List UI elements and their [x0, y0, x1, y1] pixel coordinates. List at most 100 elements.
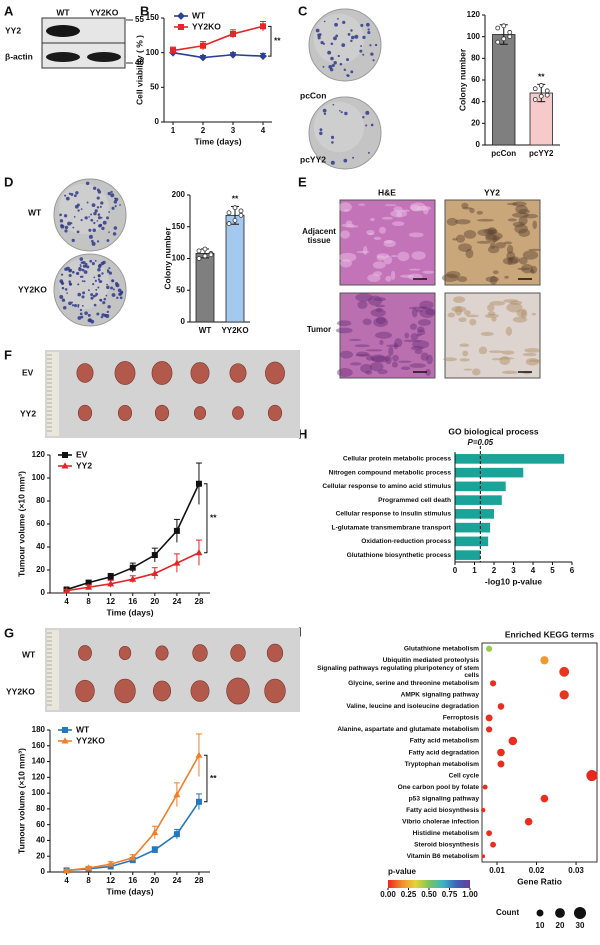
colony [331, 141, 334, 144]
tumor [267, 404, 283, 422]
colony [66, 266, 70, 271]
marker [173, 790, 181, 798]
colony [82, 264, 87, 268]
bar [455, 522, 491, 533]
colony [350, 39, 353, 43]
tissue-texture [492, 235, 498, 243]
colony [96, 220, 99, 222]
colony [90, 319, 95, 324]
colony [73, 304, 78, 308]
tissue-texture [522, 250, 539, 260]
colony [76, 271, 80, 275]
column-header: YY2 [484, 187, 500, 197]
tissue-texture [365, 349, 383, 352]
colony [107, 191, 111, 196]
category-label: Glycine, serine and threonine metabolism [348, 680, 479, 687]
size-legend-dot [573, 906, 587, 920]
x-tick-label: WT [199, 326, 212, 335]
tissue-texture [367, 273, 381, 282]
chart-title: GO biological process [448, 426, 538, 436]
tissue-texture [528, 248, 542, 252]
bar [455, 536, 489, 547]
colony [95, 292, 99, 296]
photo-label: YY2 [20, 408, 36, 418]
tissue-texture [488, 229, 497, 232]
colony [63, 306, 67, 310]
colony [77, 304, 80, 307]
blot-band [46, 52, 80, 62]
tissue-texture [516, 309, 527, 317]
tissue-texture [376, 253, 390, 259]
colony [362, 115, 365, 119]
colony [59, 294, 64, 299]
tissue-texture [484, 313, 499, 319]
data-point [196, 256, 202, 261]
tissue-texture [410, 333, 419, 341]
tissue-texture [350, 362, 362, 366]
tissue-texture [370, 354, 386, 363]
colony [113, 200, 118, 204]
tissue-texture [512, 316, 527, 323]
tissue-texture [422, 270, 435, 274]
marker [178, 24, 184, 30]
tissue-texture [512, 201, 527, 207]
significance-bracket [268, 25, 272, 57]
tissue-texture [459, 358, 470, 362]
category-label: p53 signaling pathway [409, 795, 480, 802]
tumor [192, 644, 208, 662]
colony [59, 213, 62, 217]
tissue-texture [377, 369, 388, 375]
row-label-box: Adjacent tissue [302, 228, 336, 245]
tissue-texture [465, 314, 479, 318]
data-point [501, 23, 507, 29]
series-line [172, 25, 264, 52]
bubble [497, 760, 505, 768]
colony [110, 286, 114, 290]
colony [88, 234, 93, 239]
tissue-texture [385, 275, 392, 282]
colony [362, 53, 365, 56]
marker [85, 864, 93, 871]
data-point [495, 39, 501, 45]
colony [329, 67, 334, 72]
tissue-texture [458, 243, 472, 252]
y-tick-label: 120 [32, 772, 46, 781]
marker [173, 527, 180, 534]
colony [330, 42, 334, 46]
colony [80, 315, 84, 319]
y-tick-label: 0 [155, 117, 160, 126]
column-header: H&E [378, 187, 396, 197]
tissue-texture [368, 295, 383, 306]
significance-bracket [203, 754, 208, 803]
marker [260, 23, 266, 30]
colony [331, 63, 335, 68]
colony [68, 280, 71, 283]
x-tick-label: 0 [453, 566, 458, 575]
tumor [229, 363, 247, 383]
panel-letter: B [140, 3, 149, 18]
series-line [66, 754, 200, 872]
bubble [481, 854, 486, 859]
x-tick-label: 16 [128, 876, 137, 885]
category-label: Nitrogen compound metabolic process [329, 469, 452, 476]
data-point [208, 252, 214, 258]
colony [94, 259, 97, 262]
colorbar-tick-label: 0.75 [442, 890, 458, 899]
significance-label: ** [232, 194, 239, 204]
tissue-texture [365, 355, 374, 361]
tissue-texture [403, 339, 422, 343]
panel-letter: H [298, 426, 307, 441]
significance-label: ** [210, 773, 217, 783]
y-tick-label: 80 [36, 496, 45, 505]
x-tick-label: 24 [172, 876, 181, 885]
colony [108, 231, 110, 233]
tissue-texture [385, 355, 392, 365]
x-tick-label: 20 [150, 597, 159, 606]
marker [107, 573, 114, 580]
tumor [265, 361, 285, 385]
colony [90, 293, 94, 297]
photo-label: YY2KO [6, 686, 35, 696]
colony [90, 218, 94, 222]
x-tick-label: 2 [201, 126, 206, 135]
colony [94, 279, 97, 282]
